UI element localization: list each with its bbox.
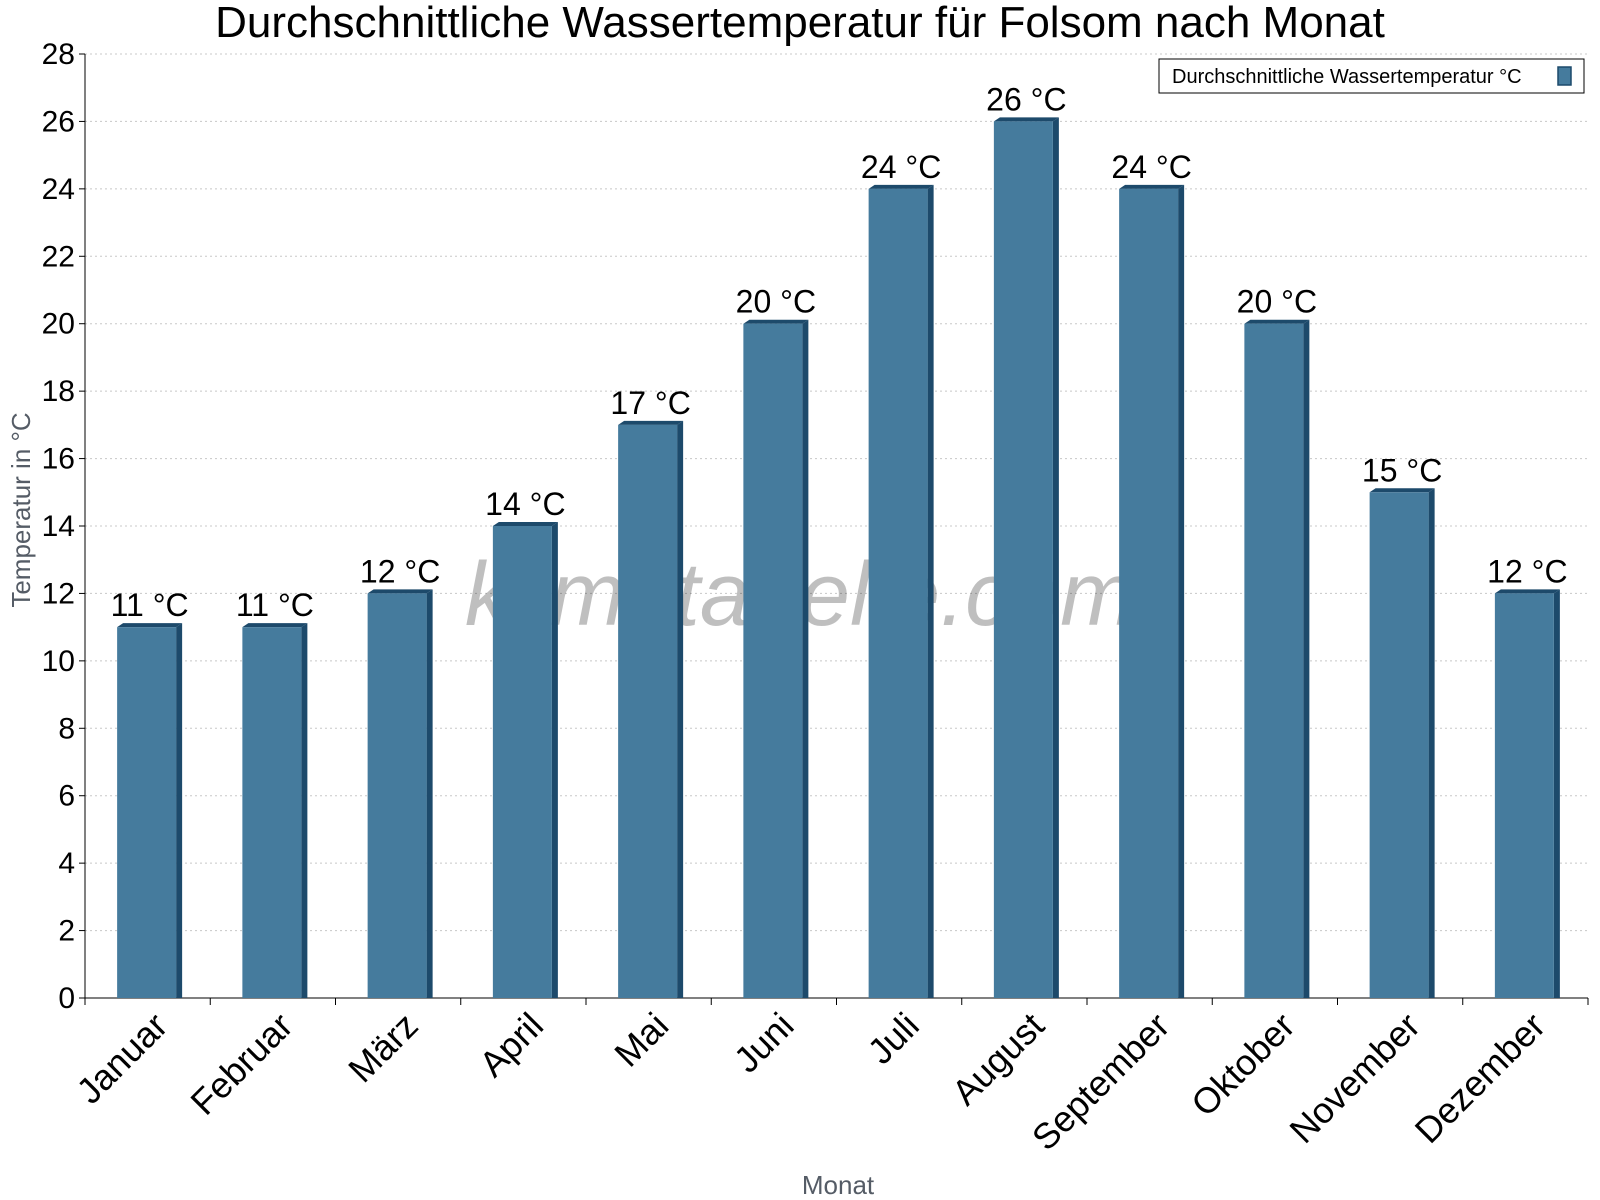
data-label: 15 °C — [1362, 452, 1442, 488]
bar-side — [927, 184, 934, 998]
bar-1 — [117, 623, 183, 998]
x-tick-label: Februar — [182, 1005, 300, 1123]
bar-top — [743, 319, 809, 324]
bar-front — [993, 121, 1053, 998]
bar-top — [1369, 488, 1435, 493]
bar-top — [492, 522, 558, 526]
x-tick-label: November — [1281, 1005, 1427, 1151]
x-tick-label: Dezember — [1407, 1005, 1553, 1151]
y-tick-label: 2 — [58, 915, 75, 948]
data-label: 11 °C — [236, 587, 314, 623]
bar-front — [242, 627, 302, 998]
bar-side — [677, 420, 684, 998]
y-tick-label: 8 — [58, 712, 75, 745]
bar-6 — [743, 319, 809, 998]
bar-side — [426, 589, 433, 998]
bar-4 — [492, 522, 558, 998]
bar-9 — [1119, 184, 1185, 998]
y-tick-label: 6 — [58, 780, 75, 813]
bar-11 — [1369, 488, 1435, 998]
bar-side — [1178, 184, 1185, 998]
x-tick-label: Januar — [68, 1005, 175, 1112]
data-label: 20 °C — [736, 284, 816, 320]
bar-side — [802, 319, 809, 998]
bar-2 — [242, 623, 308, 998]
x-tick-label: März — [340, 1005, 426, 1091]
data-label: 24 °C — [1111, 149, 1191, 185]
x-axis-title: Monat — [802, 1170, 875, 1200]
y-tick-label: 24 — [42, 173, 75, 206]
x-tick-label: September — [1024, 1005, 1178, 1159]
y-tick-label: 18 — [42, 375, 75, 408]
bar-front — [1119, 188, 1179, 998]
bar-10 — [1244, 319, 1310, 998]
bar-front — [117, 627, 177, 998]
y-tick-label: 16 — [42, 443, 75, 476]
data-label: 12 °C — [360, 553, 440, 589]
bar-top — [868, 184, 934, 189]
bar-front — [618, 424, 678, 998]
bar-side — [1553, 589, 1560, 998]
y-tick-label: 12 — [42, 577, 75, 610]
y-tick-label: 14 — [42, 510, 75, 543]
x-tick-label: August — [944, 1005, 1052, 1113]
bar-side — [301, 623, 308, 998]
bar-side — [1428, 488, 1435, 998]
x-tick-label: Juni — [726, 1005, 802, 1081]
data-label: 11 °C — [111, 587, 189, 623]
bar-front — [492, 526, 552, 998]
bar-front — [1369, 492, 1429, 998]
legend-label: Durchschnittliche Wassertemperatur °C — [1172, 66, 1522, 88]
x-tick-label: Mai — [606, 1005, 676, 1075]
bar-12 — [1494, 589, 1560, 998]
bar-top — [1494, 589, 1560, 594]
y-tick-label: 20 — [42, 308, 75, 341]
bar-side — [551, 522, 558, 998]
bar-front — [1244, 323, 1304, 998]
data-label: 14 °C — [485, 486, 565, 522]
bars: 11 °C 11 °C 12 °C 14 °C 17 °C 20 °C 24 °C 26 °C… — [111, 81, 1568, 998]
bar-3 — [367, 589, 433, 998]
bar-top — [1119, 184, 1185, 189]
legend-swatch — [1557, 66, 1572, 86]
data-label: 12 °C — [1487, 553, 1567, 589]
bar-7 — [868, 184, 934, 998]
x-tick-label: Oktober — [1183, 1005, 1303, 1125]
bar-front — [1494, 593, 1554, 998]
bar-5 — [618, 420, 684, 998]
bar-front — [743, 323, 803, 998]
y-tick-label: 10 — [42, 645, 75, 678]
y-tick-label: 0 — [58, 982, 75, 1015]
data-label: 26 °C — [986, 81, 1066, 117]
bar-side — [176, 623, 183, 998]
data-label: 20 °C — [1237, 284, 1317, 320]
gridlines — [85, 53, 1588, 932]
bar-8 — [993, 117, 1059, 998]
y-tick-label: 22 — [42, 240, 75, 273]
chart-title: Durchschnittliche Wassertemperatur für F… — [215, 0, 1385, 47]
bar-top — [1244, 319, 1310, 324]
y-tick-label: 4 — [58, 847, 75, 880]
bar-top — [117, 623, 183, 628]
bar-front — [367, 593, 427, 998]
bar-side — [1303, 319, 1310, 998]
y-axis-title: Temperatur in °C — [6, 412, 36, 607]
y-tick-label: 26 — [42, 105, 75, 138]
bar-top — [618, 420, 684, 425]
data-label: 17 °C — [610, 385, 690, 421]
x-tick-label: Juli — [860, 1005, 927, 1072]
data-label: 24 °C — [861, 149, 941, 185]
bar-top — [367, 589, 433, 594]
bar-top — [993, 117, 1059, 122]
x-axis: Januar Februar März April Mai Juni Juli AugustS… — [68, 997, 1589, 1159]
bar-top — [242, 623, 308, 628]
bar-side — [1052, 117, 1059, 998]
legend-box — [1158, 58, 1585, 94]
y-tick-label: 28 — [42, 38, 75, 71]
x-tick-label: April — [471, 1005, 551, 1085]
legend: Durchschnittliche Wassertemperatur °C — [1158, 58, 1585, 94]
bar-front — [868, 188, 928, 998]
